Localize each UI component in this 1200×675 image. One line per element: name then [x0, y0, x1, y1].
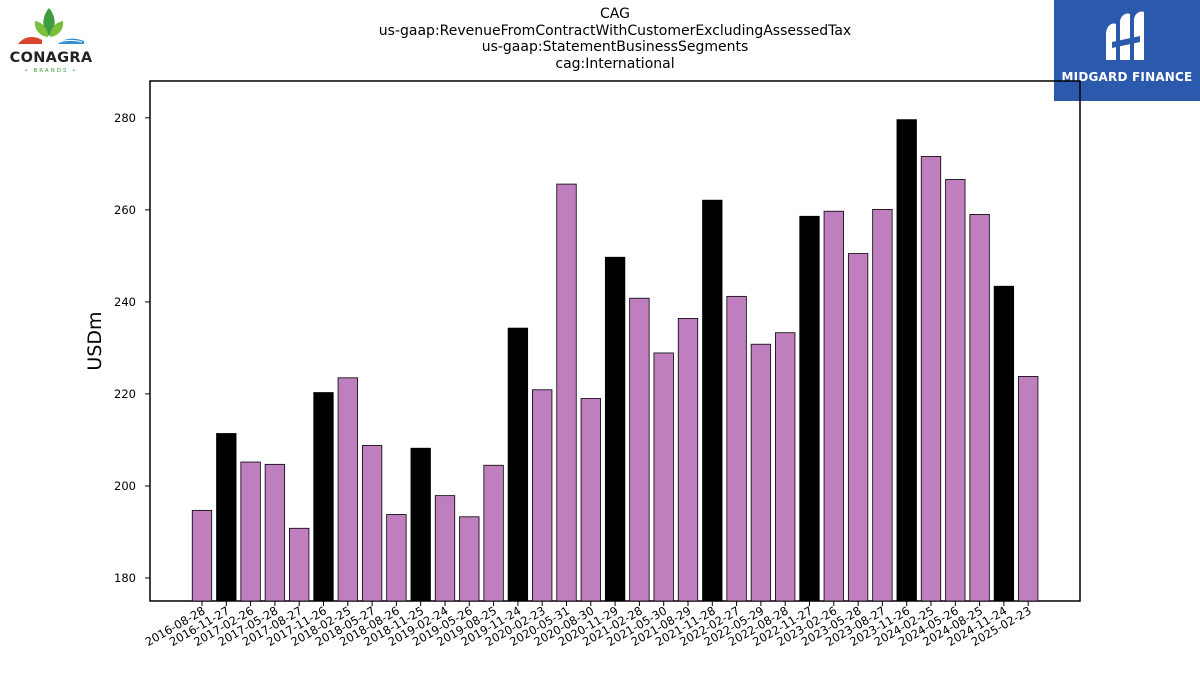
bar: [483, 464, 504, 602]
bar: [920, 156, 942, 602]
bar: [216, 433, 237, 602]
y-tick-label: 200: [114, 479, 136, 493]
conagra-logo-text: CONAGRA: [9, 50, 93, 66]
bar: [313, 392, 334, 602]
y-tick-label: 220: [114, 387, 136, 401]
bar: [289, 527, 310, 602]
bar: [775, 332, 796, 602]
bar: [945, 179, 966, 602]
midgard-mark-icon: [1106, 11, 1144, 61]
bar: [337, 377, 358, 602]
bar: [507, 327, 529, 602]
bar: [532, 389, 553, 602]
bar: [969, 214, 990, 602]
chart-title: CAG us-gaap:RevenueFromContractWithCusto…: [315, 6, 915, 72]
bar: [264, 463, 286, 602]
y-tick-label: 240: [114, 295, 136, 309]
bar: [653, 352, 674, 602]
y-tick-label: 280: [114, 111, 136, 125]
bar: [702, 199, 723, 602]
bar: [896, 119, 917, 602]
y-tick-label: 260: [114, 203, 136, 217]
bar: [726, 295, 747, 602]
bar: [823, 210, 844, 602]
y-tick-label: 180: [114, 571, 136, 585]
bar: [750, 343, 772, 602]
title-line-ticker: CAG: [600, 6, 630, 22]
bar: [799, 215, 820, 602]
conagra-leaf-icon: [18, 8, 84, 44]
bar: [410, 447, 431, 602]
bar: [580, 398, 601, 602]
bar: [993, 285, 1015, 602]
bar: [459, 516, 480, 602]
bar: [556, 183, 577, 602]
bar: [386, 514, 407, 602]
bar: [240, 461, 261, 602]
title-line-axis: us-gaap:StatementBusinessSegments: [481, 39, 749, 56]
midgard-finance-logo: MIDGARD FINANCE: [1054, 0, 1200, 101]
conagra-logo-subtext: • BRANDS •: [24, 68, 78, 74]
title-line-member: cag:International: [555, 55, 675, 72]
y-axis-label: USDm: [84, 311, 106, 370]
bar: [191, 509, 213, 602]
bar: [361, 445, 383, 602]
bar: [629, 297, 650, 602]
title-line-concept: us-gaap:RevenueFromContractWithCustomerE…: [378, 22, 852, 39]
bar: [434, 495, 456, 602]
bar: [677, 318, 699, 602]
bar: [604, 256, 626, 602]
midgard-logo-text: MIDGARD FINANCE: [1061, 70, 1193, 84]
bar: [1018, 376, 1039, 602]
conagra-logo: CONAGRA • BRANDS •: [4, 6, 98, 74]
bar: [872, 208, 893, 602]
bar: [847, 253, 869, 602]
